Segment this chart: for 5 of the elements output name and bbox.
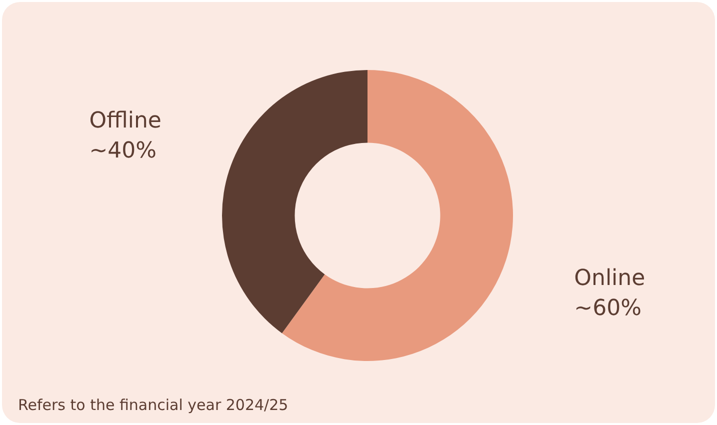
- slice-label: Online: [574, 266, 646, 291]
- data-label: ~60%: [574, 296, 642, 321]
- text: Refers to the financial year 2024/25: [18, 396, 288, 414]
- slice-label: Offline: [89, 108, 162, 134]
- data-label: ~40%: [89, 138, 157, 164]
